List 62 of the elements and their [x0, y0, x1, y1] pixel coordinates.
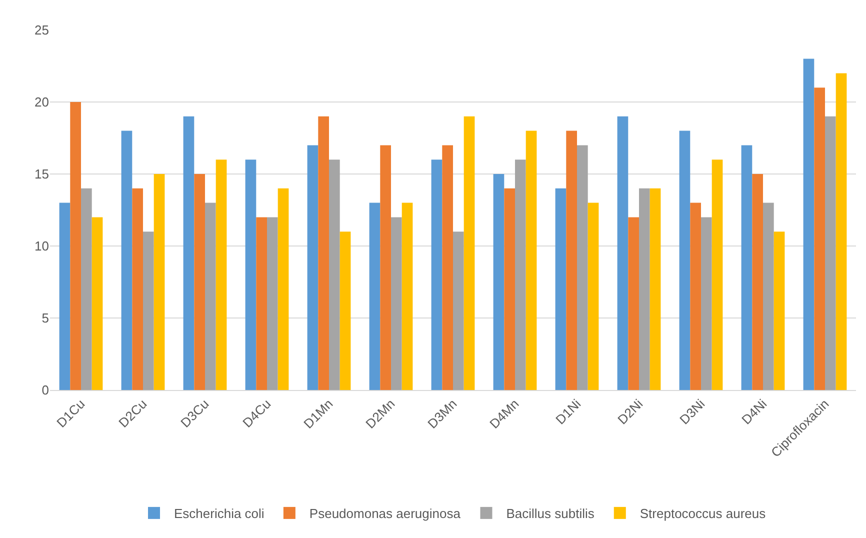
- bar: [650, 188, 661, 390]
- bar: [143, 232, 154, 390]
- bar: [245, 160, 256, 390]
- bar: [329, 160, 340, 390]
- y-tick-label: 0: [42, 382, 49, 398]
- bar: [701, 217, 712, 390]
- bar: [617, 116, 628, 390]
- legend-label: Escherichia coli: [174, 506, 264, 522]
- bar: [380, 145, 391, 390]
- bar: [81, 188, 92, 390]
- bar: [442, 145, 453, 390]
- bar: [515, 160, 526, 390]
- bar: [690, 202, 701, 390]
- legend-label: Pseudomonas aeruginosa: [309, 506, 462, 522]
- bar: [307, 145, 318, 390]
- y-tick-label: 20: [34, 94, 49, 110]
- bar: [267, 217, 278, 390]
- bar: [836, 73, 847, 390]
- bar: [391, 217, 402, 390]
- bar: [526, 130, 537, 390]
- bar: [132, 188, 143, 390]
- y-tick-label: 25: [34, 22, 49, 38]
- bar: [278, 188, 289, 390]
- bar: [256, 217, 267, 390]
- bar: [216, 160, 227, 390]
- bar: [183, 116, 194, 390]
- bar: [588, 202, 599, 390]
- bar: [92, 217, 103, 390]
- bar: [712, 160, 723, 390]
- y-tick-label: 15: [34, 166, 49, 182]
- bar: [803, 58, 814, 390]
- bar: [577, 145, 588, 390]
- bar: [639, 188, 650, 390]
- bar: [493, 174, 504, 390]
- bar: [121, 130, 132, 390]
- y-tick-label: 5: [42, 310, 49, 326]
- bar: [154, 174, 165, 390]
- bar: [814, 88, 825, 390]
- bar: [205, 202, 216, 390]
- legend-label: Streptococcus aureus: [640, 506, 766, 522]
- legend-label: Bacillus subtilis: [506, 506, 595, 522]
- bar: [628, 217, 639, 390]
- bar: [464, 116, 475, 390]
- bar: [369, 202, 380, 390]
- bar: [752, 174, 763, 390]
- y-tick-label: 10: [34, 238, 49, 254]
- bar: [431, 160, 442, 390]
- bar: [340, 232, 351, 390]
- bar: [504, 188, 515, 390]
- bar: [59, 202, 70, 390]
- bar: [741, 145, 752, 390]
- bar: [318, 116, 329, 390]
- bar: [825, 116, 836, 390]
- bar: [555, 188, 566, 390]
- bar: [566, 130, 577, 390]
- bar: [70, 102, 81, 390]
- bar: [402, 202, 413, 390]
- bar: [453, 232, 464, 390]
- bar: [763, 202, 774, 390]
- bar: [774, 232, 785, 390]
- bar: [679, 130, 690, 390]
- bar: [194, 174, 205, 390]
